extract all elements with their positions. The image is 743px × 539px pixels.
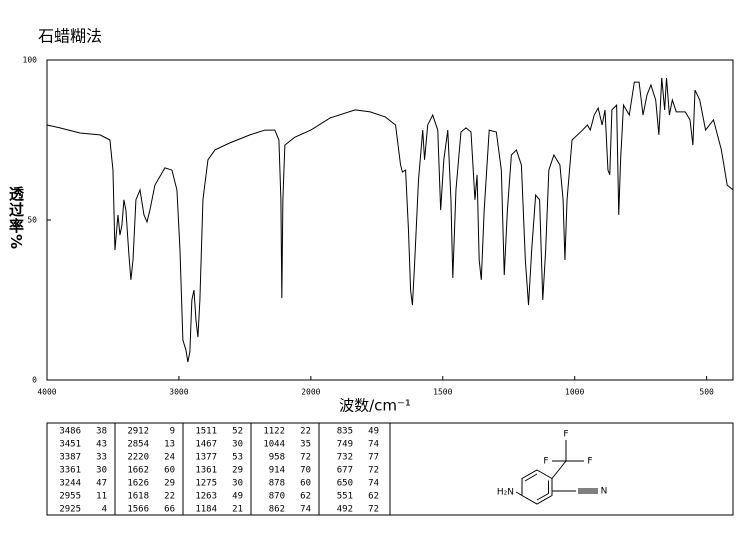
peak-transmittance: 74: [368, 479, 379, 489]
x-tick-label: 500: [699, 388, 714, 397]
peak-wavenumber: 3387: [59, 453, 81, 463]
peak-wavenumber: 870: [269, 492, 285, 502]
peak-wavenumber: 1467: [195, 440, 217, 450]
peak-transmittance: 62: [300, 492, 311, 502]
atom-label: F: [563, 430, 568, 440]
peak-transmittance: 38: [96, 427, 107, 437]
y-tick-label: 0: [32, 376, 37, 385]
peak-transmittance: 24: [164, 453, 175, 463]
peak-wavenumber: 3361: [59, 466, 81, 476]
peak-transmittance: 74: [368, 440, 379, 450]
double-bond: [524, 473, 538, 482]
peak-transmittance: 30: [96, 466, 107, 476]
peak-transmittance: 29: [164, 479, 175, 489]
peak-transmittance: 21: [232, 505, 243, 515]
peak-wavenumber: 1263: [195, 492, 217, 502]
double-bond: [536, 493, 549, 501]
peak-transmittance: 60: [164, 466, 175, 476]
x-tick-label: 1500: [433, 388, 452, 397]
chart-title: 石蜡糊法: [38, 27, 102, 46]
peak-transmittance: 22: [164, 492, 175, 502]
peak-transmittance: 47: [96, 479, 107, 489]
peak-wavenumber: 1662: [127, 466, 149, 476]
peak-transmittance: 72: [300, 453, 311, 463]
x-tick-label: 2000: [301, 388, 320, 397]
peak-transmittance: 29: [232, 466, 243, 476]
peak-wavenumber: 1361: [195, 466, 217, 476]
peak-transmittance: 22: [300, 427, 311, 437]
peak-wavenumber: 835: [337, 427, 353, 437]
peak-transmittance: 77: [368, 453, 379, 463]
peak-wavenumber: 2925: [59, 505, 81, 515]
peak-transmittance: 70: [300, 466, 311, 476]
y-tick-label: 50: [27, 216, 37, 225]
y-axis-label: 透过率%: [7, 186, 25, 251]
x-tick-label: 1000: [565, 388, 584, 397]
peak-transmittance: 49: [232, 492, 243, 502]
bond: [515, 491, 523, 496]
bond: [551, 460, 567, 479]
peak-transmittance: 52: [232, 427, 243, 437]
peak-wavenumber: 2854: [127, 440, 149, 450]
x-axis-label: 波数/cm⁻¹: [339, 397, 411, 415]
peak-transmittance: 49: [368, 427, 379, 437]
peak-transmittance: 72: [368, 505, 379, 515]
peak-transmittance: 53: [232, 453, 243, 463]
peak-wavenumber: 1377: [195, 453, 217, 463]
atom-label: F: [587, 457, 592, 467]
peak-transmittance: 74: [300, 505, 311, 515]
x-tick-label: 3000: [169, 388, 188, 397]
peak-wavenumber: 1626: [127, 479, 149, 489]
peak-wavenumber: 677: [337, 466, 353, 476]
peak-transmittance: 30: [232, 440, 243, 450]
peak-wavenumber: 749: [337, 440, 353, 450]
peak-transmittance: 35: [300, 440, 311, 450]
peak-transmittance: 9: [170, 427, 175, 437]
peak-transmittance: 4: [102, 505, 107, 515]
peak-wavenumber: 914: [269, 466, 285, 476]
peak-wavenumber: 492: [337, 505, 353, 515]
peak-wavenumber: 3486: [59, 427, 81, 437]
peak-transmittance: 62: [368, 492, 379, 502]
peak-transmittance: 66: [164, 505, 175, 515]
peak-wavenumber: 650: [337, 479, 353, 489]
peak-transmittance: 30: [232, 479, 243, 489]
peak-transmittance: 33: [96, 453, 107, 463]
benzene-ring: [521, 469, 553, 505]
peak-wavenumber: 878: [269, 479, 285, 489]
peak-transmittance: 72: [368, 466, 379, 476]
peak-wavenumber: 1511: [195, 427, 217, 437]
peak-wavenumber: 1618: [127, 492, 149, 502]
peak-transmittance: 13: [164, 440, 175, 450]
atom-label: H₂N: [497, 488, 514, 498]
table-dividers: [114, 423, 391, 515]
peak-wavenumber: 2220: [127, 453, 149, 463]
peak-wavenumber: 862: [269, 505, 285, 515]
peak-transmittance: 43: [96, 440, 107, 450]
x-tick-label: 4000: [37, 388, 56, 397]
peak-wavenumber: 1122: [263, 427, 285, 437]
peak-wavenumber: 732: [337, 453, 353, 463]
peak-transmittance: 11: [96, 492, 107, 502]
peak-wavenumber: 1566: [127, 505, 149, 515]
atom-label: N: [601, 487, 608, 497]
spectrum-line: [46, 77, 734, 363]
structure: [515, 440, 598, 505]
peak-wavenumber: 1044: [263, 440, 285, 450]
peak-wavenumber: 2912: [127, 427, 149, 437]
peak-transmittance: 60: [300, 479, 311, 489]
peak-wavenumber: 958: [269, 453, 285, 463]
peak-wavenumber: 3244: [59, 479, 81, 489]
peak-wavenumber: 3451: [59, 440, 81, 450]
y-tick-label: 100: [23, 56, 38, 65]
peak-wavenumber: 551: [337, 492, 353, 502]
peak-wavenumber: 2955: [59, 492, 81, 502]
peak-wavenumber: 1184: [195, 505, 217, 515]
atom-label: F: [543, 457, 548, 467]
peak-wavenumber: 1275: [195, 479, 217, 489]
